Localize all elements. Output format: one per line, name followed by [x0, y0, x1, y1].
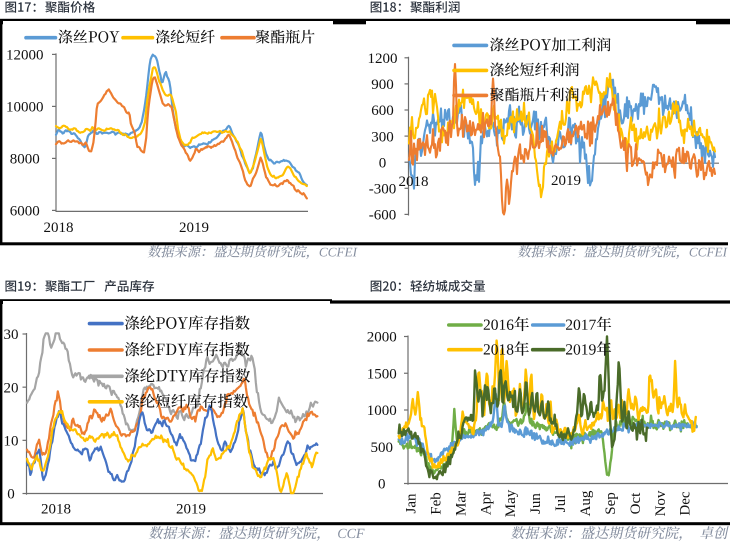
- svg-text:300: 300: [371, 129, 394, 145]
- svg-text:12000: 12000: [6, 48, 44, 64]
- svg-text:2019: 2019: [176, 502, 206, 518]
- svg-text:600: 600: [371, 103, 394, 119]
- svg-text:Sep: Sep: [603, 492, 619, 515]
- svg-text:0: 0: [7, 487, 15, 503]
- svg-text:Feb: Feb: [428, 492, 444, 515]
- svg-text:-600: -600: [369, 208, 397, 224]
- svg-text:8000: 8000: [10, 152, 40, 168]
- svg-text:2018: 2018: [399, 174, 429, 190]
- svg-text:6000: 6000: [10, 204, 40, 220]
- svg-text:Oct: Oct: [628, 492, 644, 514]
- svg-text:2018: 2018: [41, 502, 71, 518]
- svg-text:500: 500: [370, 440, 393, 456]
- svg-text:Jun: Jun: [528, 493, 544, 514]
- svg-text:Jul: Jul: [553, 495, 569, 513]
- svg-text:Mar: Mar: [453, 491, 469, 516]
- svg-text:Nov: Nov: [653, 490, 669, 516]
- svg-text:1500: 1500: [367, 366, 397, 382]
- svg-text:-300: -300: [369, 182, 397, 198]
- svg-text:Jan: Jan: [404, 493, 420, 513]
- svg-text:2019: 2019: [551, 173, 581, 189]
- svg-text:20: 20: [4, 380, 19, 396]
- svg-text:2000: 2000: [367, 330, 397, 346]
- svg-text:0: 0: [379, 155, 387, 171]
- svg-text:Apr: Apr: [478, 492, 494, 515]
- svg-text:900: 900: [371, 77, 394, 93]
- svg-text:May: May: [503, 489, 519, 517]
- svg-text:10000: 10000: [6, 100, 44, 116]
- svg-text:1000: 1000: [367, 403, 397, 419]
- svg-text:10: 10: [4, 434, 19, 450]
- svg-text:Dec: Dec: [678, 491, 694, 515]
- svg-text:2019: 2019: [179, 220, 209, 236]
- svg-text:Aug: Aug: [578, 490, 594, 516]
- svg-text:1200: 1200: [368, 51, 398, 67]
- svg-text:0: 0: [378, 477, 386, 493]
- svg-text:2018: 2018: [44, 220, 74, 236]
- svg-text:30: 30: [4, 327, 19, 343]
